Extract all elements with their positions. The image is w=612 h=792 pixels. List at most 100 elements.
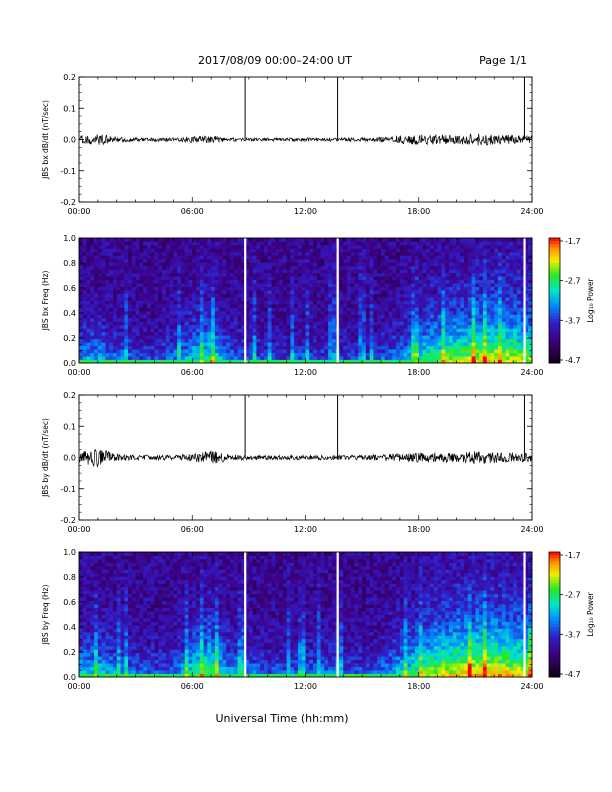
spectrogram-cell bbox=[422, 310, 427, 315]
spectrogram-cell bbox=[460, 321, 465, 326]
spectrogram-cell bbox=[143, 307, 148, 312]
spectrogram-cell bbox=[263, 314, 269, 319]
spectrogram-cell bbox=[86, 279, 91, 284]
spectrogram-cell bbox=[241, 269, 246, 274]
spectrogram-cell bbox=[230, 359, 235, 364]
spectrogram-cell bbox=[271, 283, 276, 288]
spectrogram-cell bbox=[316, 283, 321, 288]
spectrogram-cell bbox=[150, 265, 155, 270]
spectrogram-cell bbox=[498, 310, 503, 315]
spectrogram-cell bbox=[90, 265, 95, 270]
colorbar-swatch bbox=[549, 322, 560, 326]
spectrogram-cell bbox=[426, 290, 431, 294]
spectrogram-cell bbox=[120, 317, 125, 322]
spectrogram-cell bbox=[230, 286, 235, 291]
spectrogram-cell bbox=[131, 317, 137, 322]
spectrogram-cell bbox=[486, 331, 491, 336]
spectrogram-cell bbox=[343, 321, 348, 326]
spectrogram-cell bbox=[271, 349, 276, 353]
spectrogram-cell bbox=[339, 324, 344, 329]
spectrogram-cell bbox=[158, 290, 163, 294]
spectrogram-cell bbox=[245, 238, 250, 242]
spectrogram-cell bbox=[162, 324, 167, 329]
spectrogram-cell bbox=[373, 262, 378, 267]
spectrogram-cell bbox=[211, 293, 216, 298]
spectrogram-cell bbox=[430, 258, 435, 263]
spectrogram-cell bbox=[486, 248, 491, 253]
spectrogram-cell bbox=[377, 269, 382, 274]
spectrogram-cell bbox=[214, 241, 220, 246]
spectrogram-cell bbox=[313, 310, 318, 315]
spectrogram-cell bbox=[260, 303, 265, 308]
spectrogram-cell bbox=[203, 356, 208, 360]
spectrogram-cell bbox=[162, 272, 167, 277]
spectrogram-cell bbox=[169, 269, 174, 274]
spectrogram-cell bbox=[460, 331, 465, 336]
spectrogram-cell bbox=[154, 335, 159, 340]
spectrogram-cell bbox=[79, 244, 84, 249]
spectrogram-cell bbox=[513, 300, 518, 305]
spectrogram-cell bbox=[192, 335, 197, 340]
spectrogram-cell bbox=[230, 283, 235, 288]
spectrogram-cell bbox=[290, 279, 295, 284]
spectrogram-cell bbox=[520, 293, 525, 298]
spectrogram-cell bbox=[297, 265, 303, 270]
spectrogram-cell bbox=[101, 342, 106, 347]
spectrogram-cell bbox=[82, 241, 87, 246]
spectrogram-cell bbox=[309, 251, 314, 256]
spectrogram-cell bbox=[196, 303, 201, 308]
spectrogram-cell bbox=[452, 349, 457, 353]
spectrogram-cell bbox=[282, 328, 288, 333]
spectrogram-cell bbox=[448, 300, 454, 305]
spectrogram-cell bbox=[388, 290, 393, 294]
spectrogram-cell bbox=[328, 317, 333, 322]
spectrogram-cell bbox=[494, 276, 499, 281]
spectrogram-cell bbox=[388, 262, 393, 267]
spectrogram-cell bbox=[79, 621, 84, 626]
spectrogram-cell bbox=[347, 297, 352, 301]
spectrogram-cell bbox=[154, 310, 159, 315]
spectrogram-cell bbox=[328, 314, 333, 319]
spectrogram-cell bbox=[97, 345, 103, 350]
spectrogram-cell bbox=[97, 565, 103, 570]
spectrogram-cell bbox=[97, 569, 103, 574]
spectrogram-cell bbox=[407, 352, 412, 357]
spectrogram-cell bbox=[350, 276, 355, 281]
spectrogram-cell bbox=[86, 593, 91, 598]
spectrogram-cell bbox=[418, 317, 423, 322]
spectrogram-cell bbox=[316, 297, 321, 301]
spectrogram-cell bbox=[316, 251, 321, 256]
spectrogram-cell bbox=[162, 345, 167, 350]
spectrogram-cell bbox=[350, 345, 355, 350]
spectrogram-cell bbox=[131, 265, 137, 270]
spectrogram-cell bbox=[120, 314, 125, 319]
spectrogram-cell bbox=[486, 238, 491, 242]
spectrogram-cell bbox=[260, 279, 265, 284]
spectrogram-cell bbox=[358, 279, 363, 284]
spectrogram-cell bbox=[486, 297, 491, 301]
spectrogram-cell bbox=[90, 345, 95, 350]
spectrogram-cell bbox=[403, 255, 408, 260]
spectrogram-cell bbox=[150, 345, 155, 350]
spectrogram-cell bbox=[509, 276, 514, 281]
spectrogram-cell bbox=[275, 276, 280, 281]
spectrogram-cell bbox=[79, 255, 84, 260]
spectrogram-cell bbox=[305, 356, 310, 360]
spectrogram-cell bbox=[79, 338, 84, 343]
spectrogram-cell bbox=[245, 307, 250, 312]
spectrogram-cell bbox=[150, 279, 155, 284]
spectrogram-cell bbox=[475, 349, 480, 353]
spectrogram-cell bbox=[479, 338, 484, 343]
spectrogram-cell bbox=[350, 279, 355, 284]
spectrogram-cell bbox=[513, 238, 518, 242]
spectrogram-cell bbox=[131, 279, 137, 284]
spectrogram-cell bbox=[516, 352, 522, 357]
spectrogram-cell bbox=[226, 290, 231, 294]
spectrogram-cell bbox=[482, 356, 488, 360]
spectrogram-cell bbox=[86, 645, 91, 650]
spectrogram-cell bbox=[362, 258, 367, 263]
spectrogram-cell bbox=[399, 303, 405, 308]
spectrogram-cell bbox=[248, 241, 254, 246]
spectrogram-cell bbox=[381, 328, 386, 333]
